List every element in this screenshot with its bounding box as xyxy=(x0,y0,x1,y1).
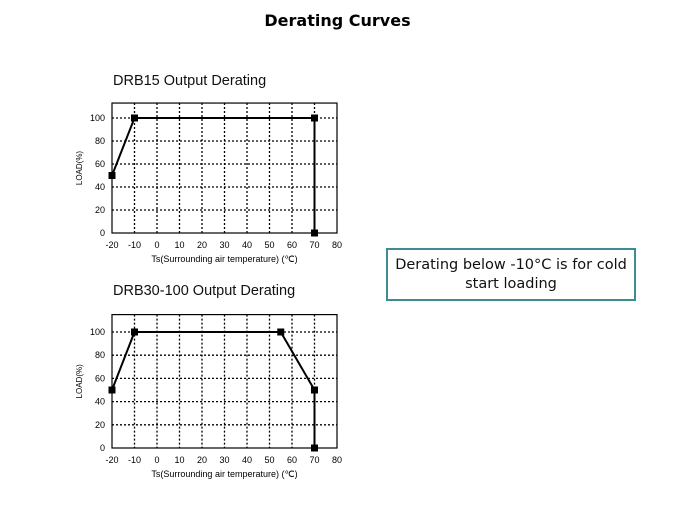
data-point xyxy=(311,386,318,394)
x-tick-label: -20 xyxy=(105,240,118,250)
series-line xyxy=(111,117,316,233)
y-axis-label: LOAD(%) xyxy=(75,151,84,186)
data-point xyxy=(277,328,285,336)
y-tick-label: 60 xyxy=(95,159,105,169)
data-point xyxy=(108,386,116,394)
x-axis-label: Ts(Surrounding air temperature) (℃) xyxy=(151,254,297,264)
x-tick-label: 10 xyxy=(174,455,184,465)
x-tick-label: 60 xyxy=(287,455,297,465)
y-tick-label: 0 xyxy=(100,228,105,238)
y-tick-label: 0 xyxy=(100,443,105,453)
note-text: Derating below -10°C is for cold start l… xyxy=(395,256,627,292)
x-tick-label: 0 xyxy=(154,240,159,250)
x-tick-label: 60 xyxy=(287,240,297,250)
data-point xyxy=(131,114,138,122)
y-axis-label: LOAD(%) xyxy=(75,364,84,399)
data-point xyxy=(311,229,318,237)
data-point xyxy=(311,444,318,452)
x-tick-label: -20 xyxy=(105,455,118,465)
y-tick-label: 20 xyxy=(95,205,105,215)
y-tick-label: 100 xyxy=(90,327,105,337)
x-tick-label: 0 xyxy=(154,455,159,465)
data-point xyxy=(311,114,318,122)
slide-title: Derating Curves xyxy=(264,11,411,30)
x-tick-label: 40 xyxy=(242,240,252,250)
y-tick-label: 60 xyxy=(95,373,105,383)
x-tick-label: 30 xyxy=(219,240,229,250)
y-tick-label: 80 xyxy=(95,136,105,146)
chart-title: DRB30-100 Output Derating xyxy=(113,283,295,299)
x-tick-label: 70 xyxy=(309,455,319,465)
y-tick-label: 40 xyxy=(95,182,105,192)
y-tick-label: 20 xyxy=(95,420,105,430)
x-tick-label: 40 xyxy=(242,455,252,465)
y-tick-label: 100 xyxy=(90,113,105,123)
data-point xyxy=(131,328,138,336)
chart-title: DRB15 Output Derating xyxy=(113,73,266,89)
x-tick-label: 20 xyxy=(197,240,207,250)
x-tick-label: -10 xyxy=(128,455,141,465)
plot-frame xyxy=(111,313,338,449)
x-tick-label: 70 xyxy=(309,240,319,250)
x-tick-label: 80 xyxy=(332,455,342,465)
plot-frame xyxy=(111,102,338,234)
chart-drb30-100: DRB30-100 Output Derating -20 -10 0 10 20 30 40… xyxy=(75,283,342,479)
x-tick-label: 50 xyxy=(264,240,274,250)
x-tick-label: 50 xyxy=(264,455,274,465)
chart-drb15: DRB15 Output Derating -20 -10 0 10 20 30 40 50 60… xyxy=(75,73,342,264)
y-tick-label: 80 xyxy=(95,350,105,360)
x-axis-label: Ts(Surrounding air temperature) (℃) xyxy=(151,469,297,479)
x-tick-label: 30 xyxy=(219,455,229,465)
x-tick-label: 20 xyxy=(197,455,207,465)
series-line xyxy=(111,331,316,448)
x-tick-label: 10 xyxy=(174,240,184,250)
note-box: Derating below -10°C is for cold start l… xyxy=(386,248,636,301)
y-tick-label: 40 xyxy=(95,397,105,407)
x-tick-label: -10 xyxy=(128,240,141,250)
x-tick-label: 80 xyxy=(332,240,342,250)
data-point xyxy=(108,172,116,179)
